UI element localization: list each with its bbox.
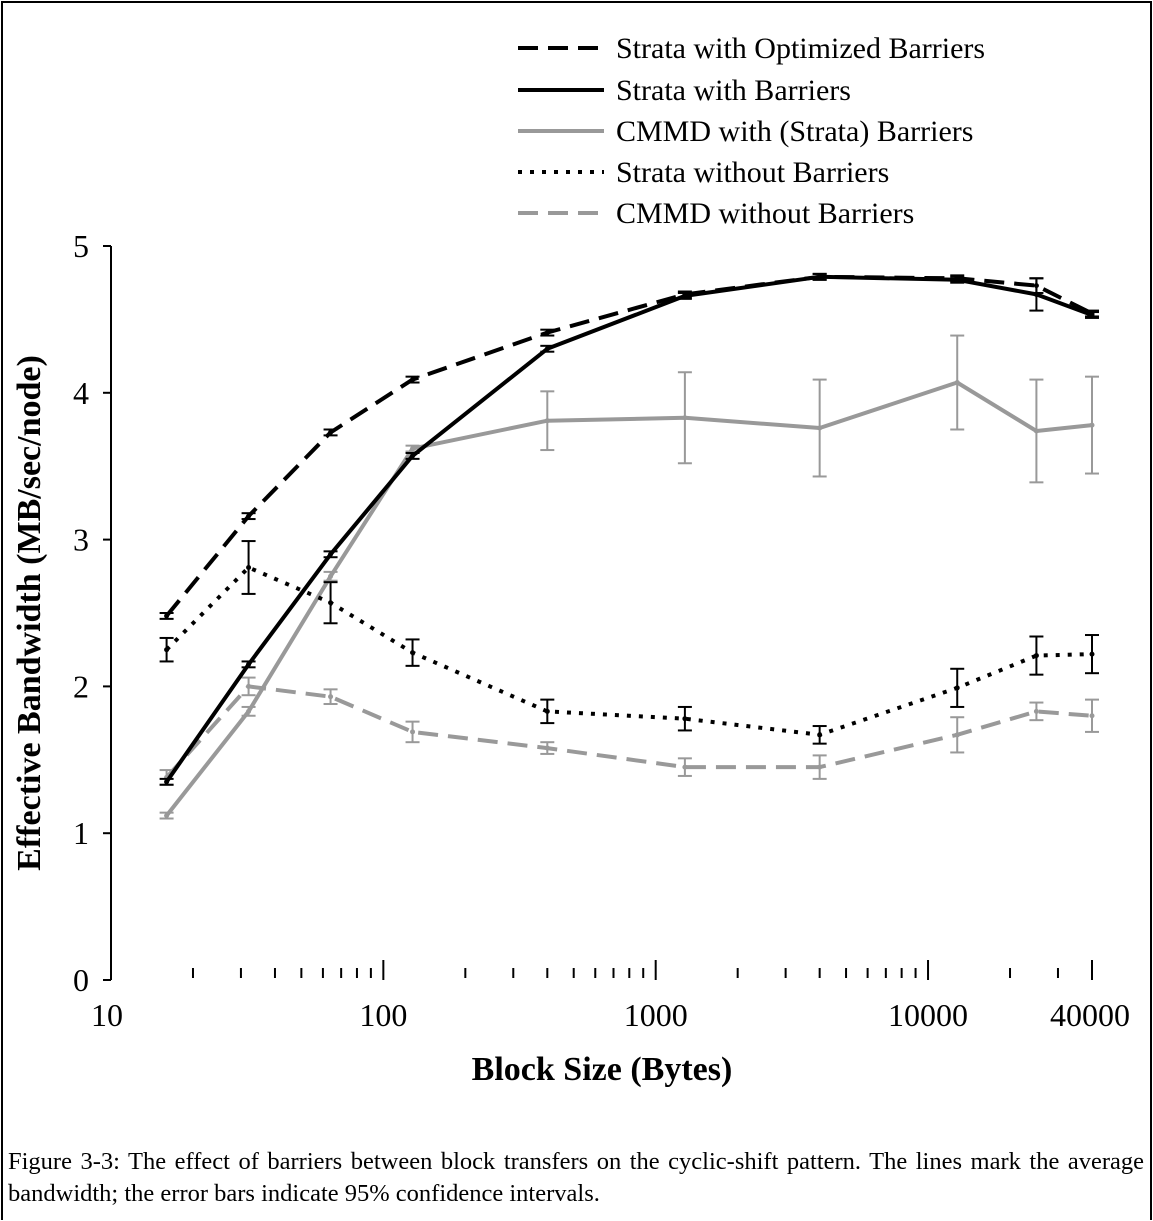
data-point xyxy=(682,764,688,770)
data-point xyxy=(544,346,550,352)
data-point xyxy=(328,429,334,435)
legend-label: CMMD without Barriers xyxy=(616,197,914,230)
data-point xyxy=(1033,653,1039,659)
legend-item: Strata with Barriers xyxy=(518,74,851,107)
data-point xyxy=(410,446,416,452)
series-line xyxy=(164,274,1093,783)
legend-item: Strata without Barriers xyxy=(518,156,889,189)
data-point xyxy=(410,453,416,459)
data-point xyxy=(682,415,688,421)
series-layer xyxy=(159,272,1099,820)
series-line xyxy=(165,274,1093,618)
data-point xyxy=(1089,422,1095,428)
y-tick-label: 5 xyxy=(73,228,89,264)
data-point xyxy=(817,764,823,770)
data-point xyxy=(1033,283,1039,289)
data-point xyxy=(1033,708,1039,714)
x-ticks: 10 100 1000 10000 40000 xyxy=(91,960,1130,1033)
data-point xyxy=(1089,713,1095,719)
legend-label: Strata without Barriers xyxy=(616,156,889,189)
data-point xyxy=(328,573,334,579)
series-2 xyxy=(159,334,1099,820)
data-point xyxy=(1033,428,1039,434)
x-axis-label: Block Size (Bytes) xyxy=(472,1051,733,1088)
series-0 xyxy=(159,272,1099,620)
y-ticks: 0 1 2 3 4 5 xyxy=(73,228,111,998)
data-point xyxy=(817,274,823,280)
series-1 xyxy=(159,272,1099,786)
data-point xyxy=(544,708,550,714)
series-line xyxy=(165,684,1093,779)
data-point xyxy=(954,685,960,691)
data-point xyxy=(164,647,170,653)
y-tick-label: 0 xyxy=(73,962,89,998)
legend-label: CMMD with (Strata) Barriers xyxy=(616,115,973,148)
y-axis-label: Effective Bandwidth (MB/sec/node) xyxy=(11,355,48,871)
legend-item: CMMD with (Strata) Barriers xyxy=(518,115,973,148)
bandwidth-chart: 0 1 2 3 4 5 10 100 1000 10000 40000 Strata with O… xyxy=(11,32,1130,1088)
series-line xyxy=(165,380,1093,817)
data-point xyxy=(954,275,960,281)
data-point xyxy=(328,600,334,606)
legend: Strata with Optimized Barriers Strata wit… xyxy=(518,32,985,230)
data-point xyxy=(164,779,170,785)
data-point xyxy=(410,729,416,735)
data-point xyxy=(817,425,823,431)
data-point xyxy=(1089,651,1095,657)
data-point xyxy=(410,377,416,383)
data-point xyxy=(1089,311,1095,317)
x-tick-label: 40000 xyxy=(1050,997,1130,1033)
data-point xyxy=(164,813,170,819)
data-point xyxy=(246,683,252,689)
data-point xyxy=(682,291,688,297)
x-tick-label: 1000 xyxy=(624,997,688,1033)
x-tick-label: 100 xyxy=(359,997,407,1033)
legend-item: CMMD without Barriers xyxy=(518,197,914,230)
series-3 xyxy=(159,540,1099,745)
data-point xyxy=(328,694,334,700)
series-line xyxy=(165,565,1093,737)
x-tick-label: 10 xyxy=(91,997,123,1033)
data-point xyxy=(954,380,960,386)
legend-label: Strata with Optimized Barriers xyxy=(616,32,985,65)
data-point xyxy=(544,745,550,751)
data-point xyxy=(817,732,823,738)
data-point xyxy=(246,661,252,667)
y-tick-label: 4 xyxy=(73,375,89,411)
data-point xyxy=(544,418,550,424)
y-tick-label: 2 xyxy=(73,668,89,704)
data-point xyxy=(954,732,960,738)
data-point xyxy=(328,551,334,557)
figure-caption: Figure 3-3: The effect of barriers betwe… xyxy=(8,1148,1144,1207)
y-tick-label: 1 xyxy=(73,815,89,851)
data-point xyxy=(410,650,416,656)
data-point xyxy=(164,613,170,619)
x-tick-label: 10000 xyxy=(888,997,968,1033)
y-tick-label: 3 xyxy=(73,522,89,558)
data-point xyxy=(682,716,688,722)
legend-label: Strata with Barriers xyxy=(616,74,851,107)
data-point xyxy=(246,564,252,570)
legend-item: Strata with Optimized Barriers xyxy=(518,32,985,65)
data-point xyxy=(544,330,550,336)
data-point xyxy=(246,708,252,714)
data-point xyxy=(246,513,252,519)
